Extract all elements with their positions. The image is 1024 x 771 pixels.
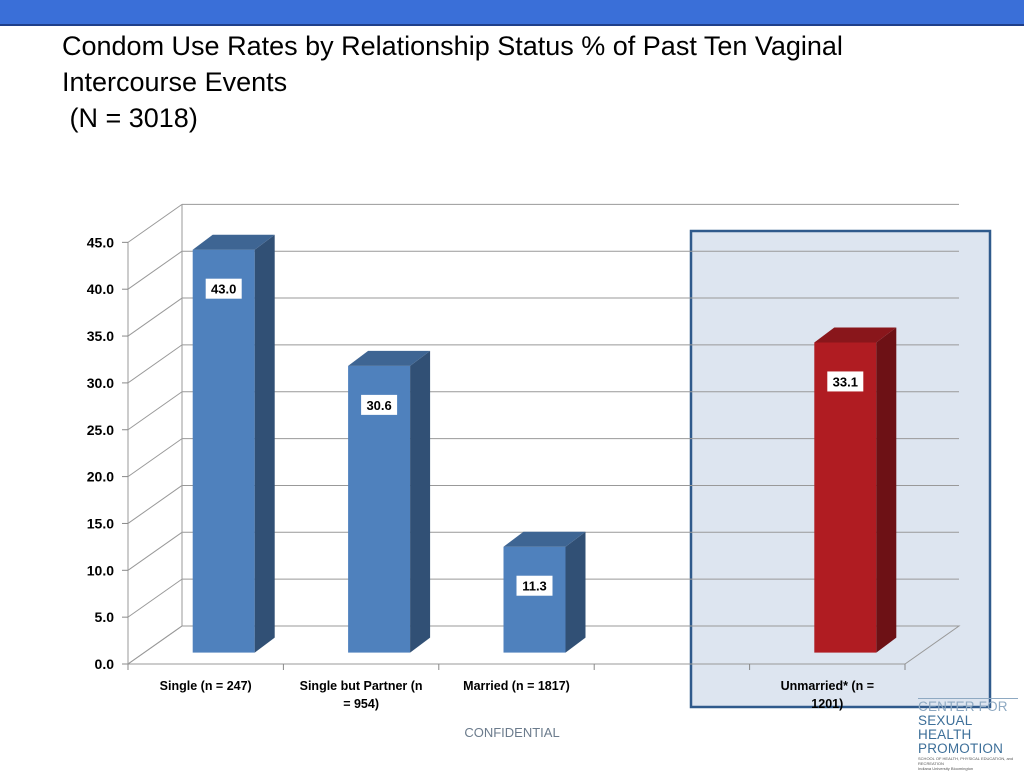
data-label: 30.6 — [366, 398, 391, 413]
y-tick-label: 30.0 — [87, 375, 114, 391]
y-tick-label: 25.0 — [87, 422, 114, 438]
confidential-footer: CONFIDENTIAL — [464, 725, 560, 740]
data-label-box — [205, 278, 242, 299]
chart-floor — [126, 625, 961, 665]
top-accent-bar — [0, 0, 1024, 26]
y-tick-label: 5.0 — [95, 609, 115, 625]
x-category-label: = 954) — [343, 697, 379, 711]
y-tick-label: 20.0 — [87, 469, 114, 485]
title-line-1: Condom Use Rates by Relationship Status … — [62, 31, 843, 61]
bar — [503, 546, 566, 653]
x-category-label: Single (n = 247) — [160, 679, 252, 693]
x-category-label: Single but Partner (n — [300, 679, 423, 693]
gridline-side — [127, 203, 183, 243]
bar-side — [254, 234, 275, 653]
data-label-box — [827, 371, 864, 392]
logo-line-3: PROMOTION — [918, 741, 1004, 756]
gridline-side — [127, 485, 183, 524]
bar-top — [192, 234, 275, 250]
data-label-box — [361, 394, 398, 415]
gridline-side — [127, 344, 183, 384]
logo-small-2: Indiana University Bloomington — [918, 766, 974, 771]
y-tick-label: 10.0 — [87, 562, 114, 578]
y-tick-label: 0.0 — [95, 656, 115, 672]
title-line-2: Intercourse Events — [62, 67, 288, 97]
title-line-3: (N = 3018) — [62, 103, 198, 133]
logo-line-2: SEXUAL HEALTH — [918, 713, 972, 742]
data-label: 11.3 — [522, 579, 547, 594]
gridline-side — [127, 531, 183, 571]
gridline-side — [127, 250, 183, 290]
y-tick-label: 45.0 — [87, 234, 114, 250]
bar-side — [876, 327, 897, 653]
data-label: 33.1 — [833, 374, 858, 389]
y-tick-label: 15.0 — [87, 515, 114, 531]
gridline-side — [127, 578, 183, 618]
bar-top — [503, 531, 586, 547]
logo-small-1: SCHOOL OF HEALTH, PHYSICAL EDUCATION, an… — [918, 756, 1014, 766]
data-label: 43.0 — [211, 282, 236, 297]
bar — [814, 342, 877, 653]
bar-side — [565, 531, 586, 653]
logo-line-1: CENTER FOR — [918, 698, 1018, 714]
center-logo: CENTER FOR SEXUAL HEALTH PROMOTION SCHOO… — [918, 698, 1018, 771]
gridline-side — [127, 438, 183, 478]
gridline-side — [127, 297, 183, 337]
bar-top — [814, 327, 897, 343]
x-category-label: Unmarried* (n = — [781, 679, 874, 693]
x-category-label: 1201) — [811, 697, 843, 711]
data-label-box — [516, 575, 553, 596]
x-category-label: Married (n = 1817) — [463, 679, 570, 693]
bar — [192, 249, 255, 653]
gridline-side — [127, 391, 183, 431]
bar-side — [410, 350, 431, 653]
slide-title: Condom Use Rates by Relationship Status … — [62, 28, 962, 136]
y-tick-label: 35.0 — [87, 328, 114, 344]
bar-top — [348, 350, 431, 366]
y-tick-label: 40.0 — [87, 281, 114, 297]
